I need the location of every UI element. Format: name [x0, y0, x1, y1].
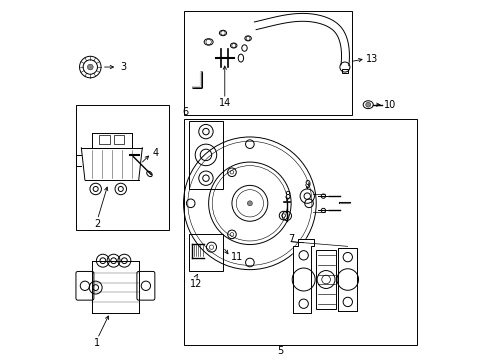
Text: 9: 9: [304, 180, 310, 190]
Circle shape: [365, 102, 370, 107]
Bar: [183, 12, 351, 116]
Bar: [113, 135, 124, 144]
Bar: [183, 119, 416, 345]
Bar: [76, 105, 169, 230]
Circle shape: [87, 64, 93, 70]
Bar: [188, 121, 223, 189]
Text: 2: 2: [94, 219, 101, 229]
Text: 5: 5: [277, 346, 283, 356]
Text: 11: 11: [230, 252, 243, 262]
Circle shape: [247, 201, 252, 206]
Bar: [316, 250, 335, 309]
Text: 14: 14: [218, 98, 230, 108]
Text: 1: 1: [94, 338, 101, 348]
Text: 4: 4: [153, 148, 159, 158]
Polygon shape: [337, 248, 357, 311]
Text: 3: 3: [121, 62, 127, 72]
Text: 12: 12: [189, 279, 202, 289]
Text: 6: 6: [182, 107, 188, 117]
Text: 13: 13: [366, 54, 378, 64]
Text: 10: 10: [384, 100, 396, 110]
Bar: [99, 135, 110, 144]
Bar: [341, 69, 347, 73]
Text: 7: 7: [287, 234, 294, 244]
Bar: [188, 234, 223, 271]
Text: 8: 8: [284, 191, 290, 201]
Polygon shape: [292, 239, 314, 313]
